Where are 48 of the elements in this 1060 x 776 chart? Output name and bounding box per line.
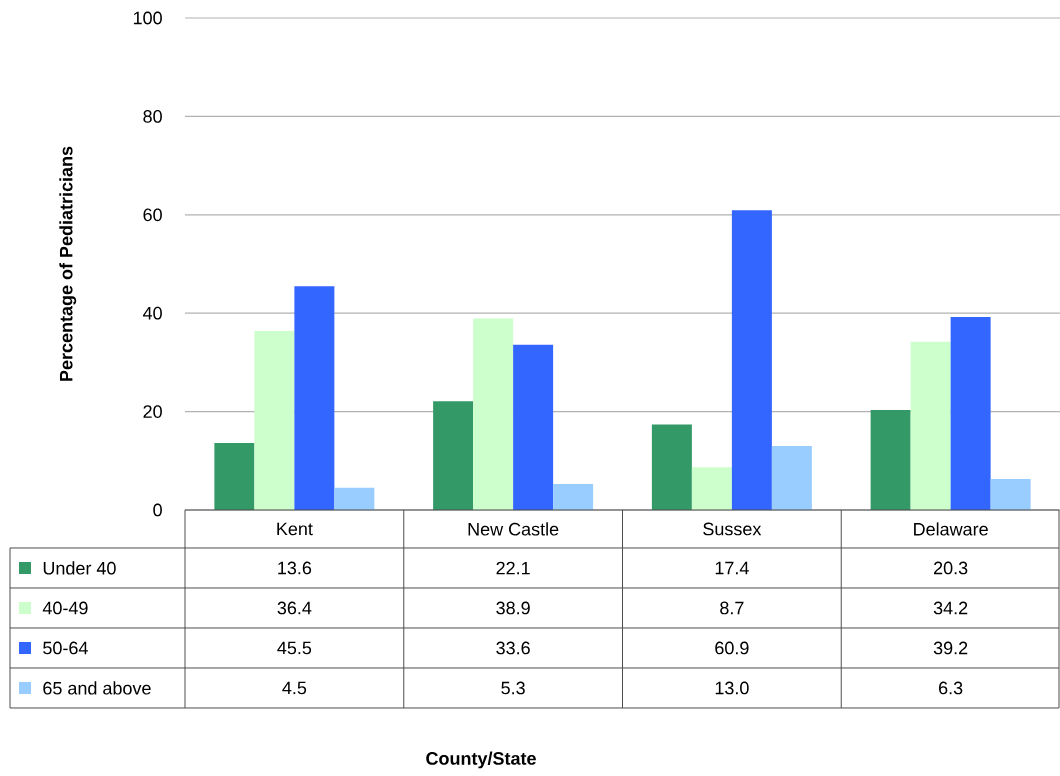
bar [691, 467, 732, 510]
data-label: 8.7 [720, 601, 744, 615]
bar [651, 424, 692, 510]
data-label: 22.1 [496, 561, 530, 575]
legend-label: 50-64 [43, 641, 88, 655]
bar [910, 341, 951, 510]
bar [771, 446, 812, 510]
data-label: 13.6 [278, 561, 312, 575]
bar [433, 401, 474, 510]
data-label: 33.6 [496, 641, 530, 655]
x-tick-label: Sussex [703, 522, 762, 536]
text: County/State [426, 751, 536, 769]
y-tick-label: 20 [143, 405, 162, 418]
data-label: 6.3 [939, 681, 963, 695]
data-label: 38.9 [496, 601, 530, 615]
data-label: 34.2 [933, 601, 968, 615]
legend-label: Under 40 [43, 561, 116, 575]
bar [334, 487, 375, 510]
data-label: 17.4 [715, 561, 749, 575]
y-tick-label: 100 [133, 11, 162, 25]
y-tick-label: 40 [143, 306, 162, 320]
data-label: 20.3 [934, 561, 968, 575]
x-tick-label: New Castle [468, 522, 559, 536]
bar [473, 318, 514, 510]
legend-label: 40-49 [42, 601, 88, 615]
bar [294, 286, 335, 510]
y-axis-title: Percentage of Pediatricians [59, 146, 77, 381]
bar [214, 443, 255, 510]
data-label: 45.5 [277, 641, 312, 655]
data-label: 4.5 [282, 681, 307, 695]
bar [950, 317, 991, 510]
data-label: 5.3 [501, 681, 525, 695]
y-tick-label: 60 [143, 208, 162, 222]
legend-label: 65 and above [43, 681, 151, 695]
data-label: 39.2 [933, 641, 968, 655]
data-label: 60.9 [715, 641, 749, 655]
bar [870, 410, 911, 510]
bar [513, 344, 554, 510]
data-label: 13.0 [715, 681, 749, 695]
bar [553, 483, 594, 510]
y-tick-label: 0 [153, 503, 162, 517]
x-tick-label: Delaware [914, 522, 988, 536]
data-label: 36.4 [277, 601, 312, 615]
x-tick-label: Kent [277, 522, 313, 536]
bar [990, 478, 1031, 510]
bar [731, 210, 772, 510]
bar [254, 330, 295, 510]
y-tick-label: 80 [143, 110, 162, 123]
